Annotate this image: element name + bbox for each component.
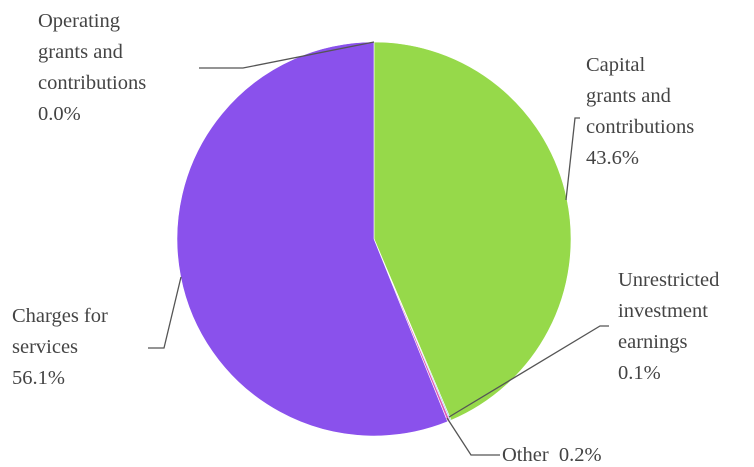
leader-line-unrestricted-investment xyxy=(448,325,609,418)
slice-label-line: earnings xyxy=(618,331,687,353)
slice-label-line: investment xyxy=(618,300,708,322)
slice-value: 0.0% xyxy=(38,103,81,125)
slice-label-line: Unrestricted xyxy=(618,269,719,291)
slice-label-line: Capital xyxy=(586,54,646,76)
leader-lines xyxy=(148,41,609,456)
slice-label-line: Operating xyxy=(38,10,120,32)
slice-label-line: Other xyxy=(502,444,549,466)
leader-line-other xyxy=(446,417,500,456)
leader-line-charges-for-services xyxy=(148,276,182,349)
slice-label-line: grants and xyxy=(586,85,671,107)
slice-label-other: Other 0.2% xyxy=(502,444,602,466)
slice-label-capital-grants: Capital grants and contributions 43.6% xyxy=(586,54,699,169)
slice-label-line: grants and xyxy=(38,41,123,63)
slice-value: 0.2% xyxy=(559,444,602,466)
pie-slices xyxy=(176,41,572,437)
slice-value: 43.6% xyxy=(586,147,639,169)
slice-value: 0.1% xyxy=(618,362,661,384)
slice-value: 56.1% xyxy=(12,367,65,389)
slice-label-line: contributions xyxy=(38,72,146,94)
slice-label-charges-for-services: Charges for services 56.1% xyxy=(12,305,113,389)
slice-label-line: Charges for xyxy=(12,305,108,327)
pie-slice-charges-for-services xyxy=(176,41,449,437)
leader-line-capital-grants xyxy=(565,117,580,201)
slice-label-line: contributions xyxy=(586,116,694,138)
slice-label-line: services xyxy=(12,336,78,358)
slice-label-unrestricted-investment: Unrestricted investment earnings 0.1% xyxy=(618,269,724,384)
leader-line-operating-grants xyxy=(199,41,375,69)
slice-label-operating-grants: Operating grants and contributions 0.0% xyxy=(38,10,151,125)
